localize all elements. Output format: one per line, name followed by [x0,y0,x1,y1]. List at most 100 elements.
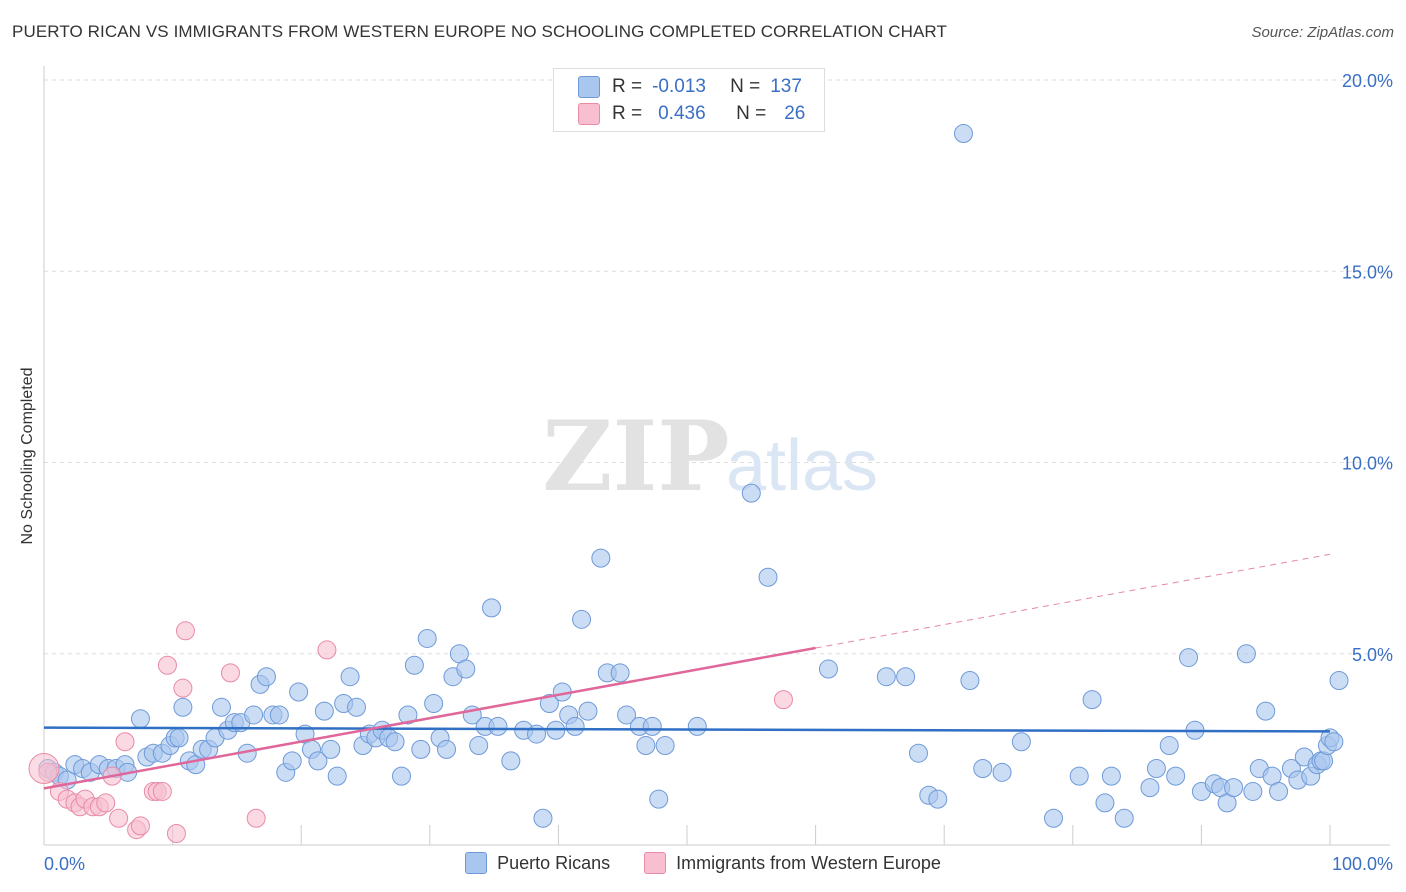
n-value: 137 [770,76,802,97]
point-puerto-ricans [655,736,675,756]
chart-title: PUERTO RICAN VS IMMIGRANTS FROM WESTERN … [12,22,947,41]
point-western-europe [166,824,186,844]
point-puerto-ricans [346,697,366,717]
point-puerto-ricans [340,667,360,687]
point-puerto-ricans [404,655,424,675]
point-puerto-ricans [741,483,761,503]
point-western-europe [246,808,266,828]
point-western-europe [115,732,135,752]
point-western-europe [220,663,240,683]
point-western-europe [773,690,793,710]
point-puerto-ricans [1140,778,1160,798]
point-puerto-ricans [289,682,309,702]
point-western-europe [130,816,150,836]
point-puerto-ricans [173,697,193,717]
trendline-western-europe [43,646,816,790]
point-puerto-ricans [1159,736,1179,756]
swatch-puerto-ricans [578,76,600,98]
point-puerto-ricans [392,766,412,786]
point-puerto-ricans [314,701,334,721]
point-puerto-ricans [1166,766,1186,786]
point-western-europe [175,621,195,641]
point-puerto-ricans [565,716,585,736]
point-puerto-ricans [1224,778,1244,798]
point-puerto-ricans [1044,808,1064,828]
trendline-western-europe-extension [815,553,1331,649]
point-puerto-ricans [896,667,916,687]
y-tick-label: 5.0% [1352,645,1393,665]
point-puerto-ricans [610,663,630,683]
point-puerto-ricans [411,739,431,759]
point-puerto-ricans [482,598,502,618]
point-puerto-ricans [533,808,553,828]
point-puerto-ricans [269,705,289,725]
point-puerto-ricans [687,716,707,736]
point-puerto-ricans [398,705,418,725]
point-puerto-ricans [1179,648,1199,668]
stats-legend: R = -0.013 N = 137 R = 0.436 N = 26 [553,68,825,132]
point-puerto-ricans [1324,732,1344,752]
stats-row-puerto-ricans: R = -0.013 N = 137 [578,75,802,99]
legend-item-western-europe[interactable]: Immigrants from Western Europe [644,852,941,874]
point-puerto-ricans [308,751,328,771]
point-puerto-ricans [1269,781,1289,801]
x-tick-label: 0.0% [44,854,85,874]
swatch-western-europe [578,103,600,125]
point-puerto-ricans [539,693,559,713]
y-tick-label: 20.0% [1342,71,1393,91]
point-puerto-ricans [469,736,489,756]
y-tick-label: 10.0% [1342,454,1393,474]
point-puerto-ricans [642,716,662,736]
point-puerto-ricans [1069,766,1089,786]
point-puerto-ricans [1146,759,1166,778]
point-puerto-ricans [992,762,1012,782]
point-puerto-ricans [1329,671,1349,691]
point-puerto-ricans [1082,690,1102,710]
point-western-europe [173,678,193,698]
point-puerto-ricans [572,609,592,629]
legend-swatch [465,852,488,874]
y-tick-label: 15.0% [1342,262,1393,282]
point-puerto-ricans [327,766,347,786]
n-label: N = [736,103,767,124]
point-puerto-ricans [953,124,973,144]
point-puerto-ricans [211,697,231,717]
legend-item-puerto-ricans[interactable]: Puerto Ricans [465,852,610,874]
point-puerto-ricans [488,716,508,736]
r-value: 0.436 [658,103,706,124]
point-western-europe [152,781,172,801]
legend-label: Immigrants from Western Europe [676,852,941,873]
point-puerto-ricans [385,732,405,752]
point-puerto-ricans [591,548,611,568]
point-puerto-ricans [1095,793,1115,813]
point-puerto-ricans [501,751,521,771]
point-puerto-ricans [244,705,264,725]
point-puerto-ricans [578,701,598,721]
point-western-europe [28,753,60,784]
point-puerto-ricans [282,751,302,771]
point-puerto-ricans [1101,766,1121,786]
r-label: R = [612,76,643,97]
trendline-puerto-ricans [43,726,1331,733]
point-puerto-ricans [456,659,476,679]
point-puerto-ricans [908,743,928,763]
x-tick-label: 100.0% [1332,854,1393,874]
n-value: 26 [784,103,806,124]
point-puerto-ricans [417,628,437,648]
point-puerto-ricans [758,567,778,587]
point-puerto-ricans [321,739,341,759]
r-value: -0.013 [652,76,706,97]
point-puerto-ricans [960,671,980,691]
point-puerto-ricans [1011,732,1031,752]
point-puerto-ricans [928,789,948,809]
legend-label: Puerto Ricans [497,852,611,873]
point-puerto-ricans [1114,808,1134,828]
point-puerto-ricans [876,667,896,687]
point-puerto-ricans [256,667,276,687]
watermark-zip: ZIP [542,400,729,513]
point-puerto-ricans [1236,644,1256,664]
n-label: N = [730,76,761,97]
point-western-europe [109,808,129,828]
point-puerto-ricans [1256,701,1276,721]
